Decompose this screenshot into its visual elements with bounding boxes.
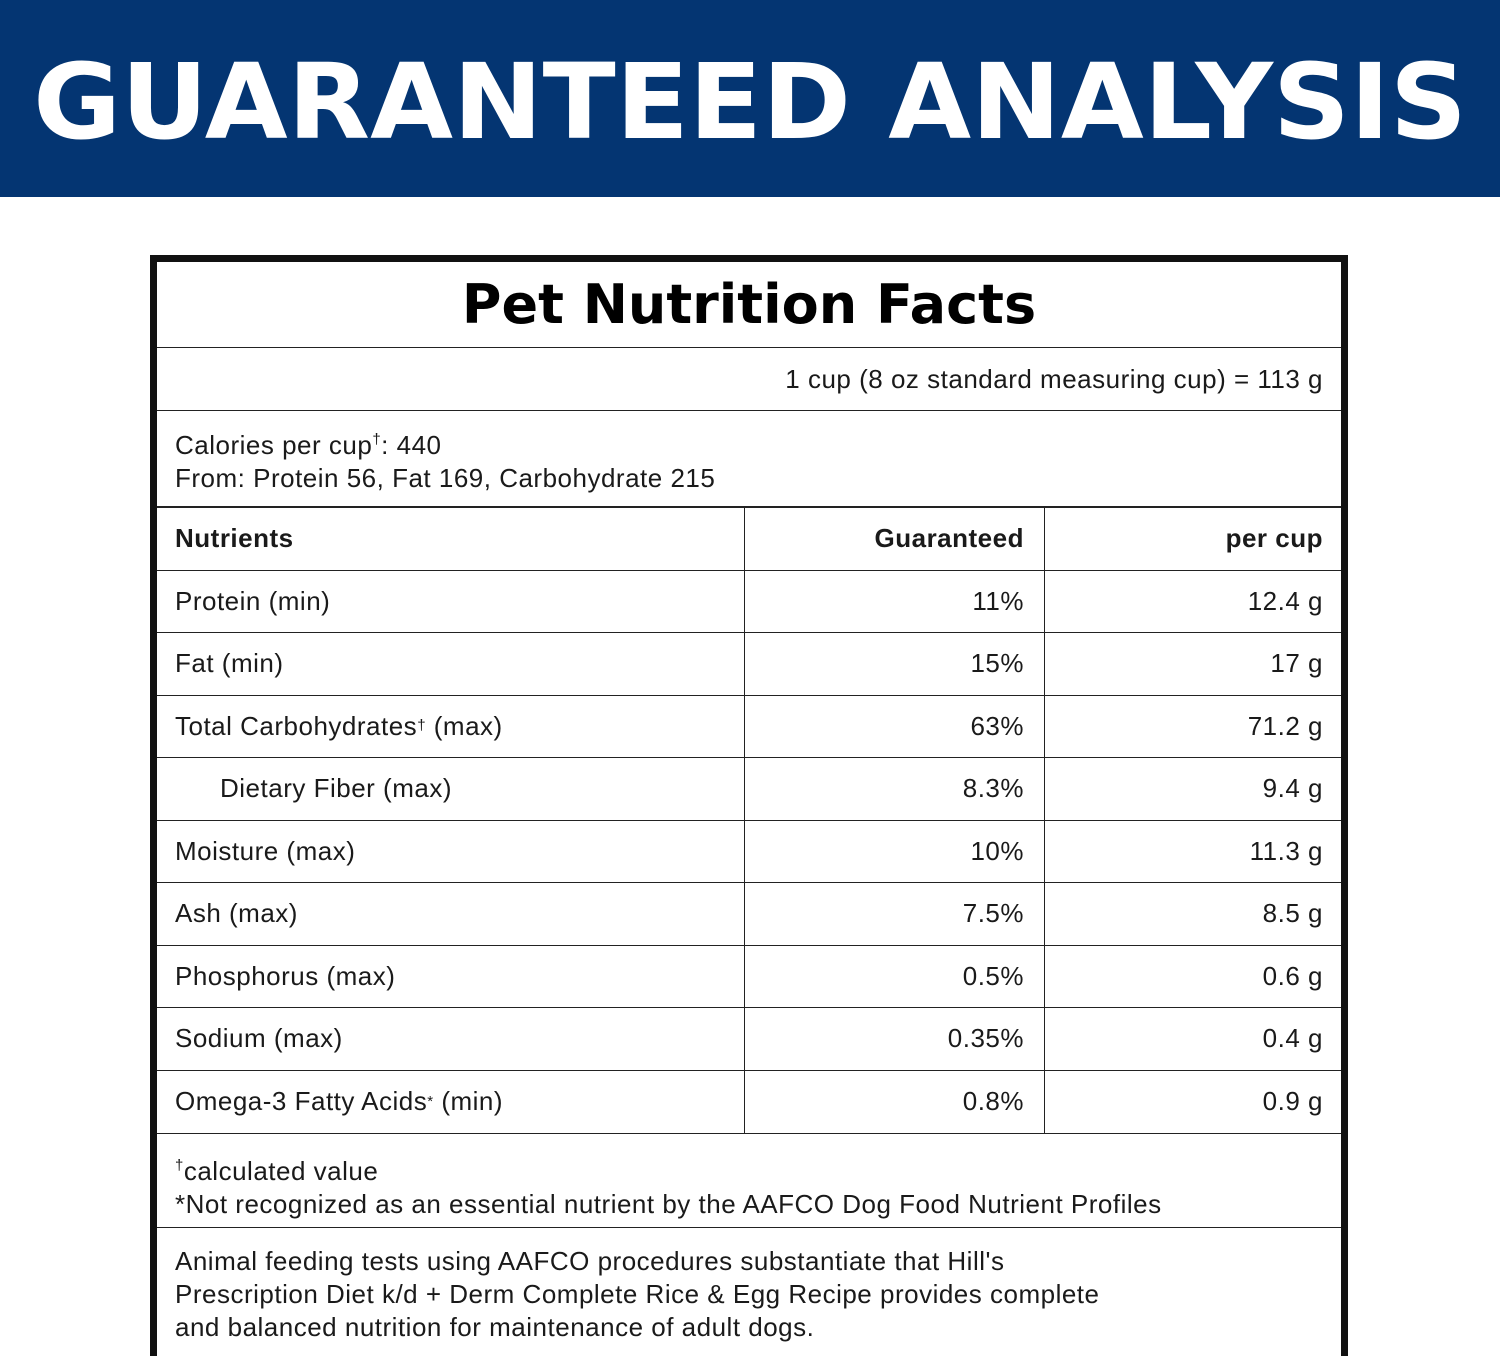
guaranteed-value: 0.5% — [745, 945, 1045, 1007]
aafco-statement: Animal feeding tests using AAFCO procedu… — [157, 1228, 1341, 1356]
nutrient-name: Sodium (max) — [157, 1008, 745, 1070]
nutrient-label: Omega-3 Fatty Acids — [175, 1086, 428, 1116]
calories-label: Calories per cup — [175, 430, 373, 460]
per-cup-value: 0.6 g — [1262, 960, 1323, 991]
table-row: Phosphorus (max) 0.5% 0.6 g — [157, 945, 1341, 1008]
nutrition-facts-panel: Pet Nutrition Facts 1 cup (8 oz standard… — [150, 255, 1348, 1356]
calories-value: : 440 — [381, 430, 442, 460]
nutrient-label: Sodium (max) — [175, 1023, 343, 1054]
guaranteed-value: 8.3% — [745, 758, 1045, 820]
nutrient-name: Omega-3 Fatty Acids * (min) — [157, 1070, 745, 1133]
calories-from: From: Protein 56, Fat 169, Carbohydrate … — [175, 463, 716, 493]
guaranteed-value: 0.8% — [745, 1070, 1045, 1133]
nutrient-name: Protein (min) — [157, 570, 745, 632]
table-row: Moisture (max) 10% 11.3 g — [157, 820, 1341, 883]
nutrient-label: Phosphorus (max) — [175, 960, 396, 991]
guaranteed-value: 10% — [745, 820, 1045, 882]
footnote-calculated-text: calculated value — [183, 1156, 379, 1186]
nutrient-qualifier: (min) — [433, 1086, 504, 1116]
calories-dagger: † — [372, 431, 382, 448]
per-cup-value: 71.2 g — [1247, 710, 1323, 741]
table-row: Omega-3 Fatty Acids * (min) 0.8% 0.9 g — [157, 1070, 1341, 1134]
per-cup-value: 17 g — [1270, 648, 1323, 679]
header-nutrients: Nutrients — [157, 508, 745, 570]
per-cup-value: 11.3 g — [1249, 835, 1323, 866]
nutrient-name: Total Carbohydrates † (max) — [157, 695, 745, 757]
footnotes: †calculated value *Not recognized as an … — [157, 1140, 1341, 1228]
calories-block: Calories per cup†: 440 From: Protein 56,… — [157, 411, 1341, 508]
header-per-cup: per cup — [1225, 523, 1323, 554]
calories-line: Calories per cup†: 440 — [175, 429, 1341, 462]
page-title: GUARANTEED ANALYSIS — [33, 40, 1467, 163]
table-row: Dietary Fiber (max) 8.3% 9.4 g — [157, 758, 1341, 821]
nutrient-name: Dietary Fiber (max) — [157, 758, 745, 820]
footnote-dagger: † — [175, 1157, 184, 1174]
table-row: Protein (min) 11% 12.4 g — [157, 570, 1341, 633]
header-guaranteed: Guaranteed — [745, 508, 1045, 570]
guaranteed-value: 11% — [745, 570, 1045, 632]
nutrient-label: Ash (max) — [175, 898, 298, 929]
facts-title: Pet Nutrition Facts — [157, 262, 1341, 348]
table-row: Fat (min) 15% 17 g — [157, 633, 1341, 696]
statement-line: Prescription Diet k/d + Derm Complete Ri… — [175, 1279, 1100, 1309]
nutrient-label: Protein (min) — [175, 585, 331, 616]
table-header-row: Nutrients Guaranteed per cup — [157, 508, 1341, 571]
per-cup-value: 12.4 g — [1247, 585, 1323, 616]
footnote-calculated: †calculated value — [175, 1155, 1341, 1188]
nutrient-label: Moisture (max) — [175, 835, 356, 866]
per-cup-value: 0.9 g — [1262, 1086, 1323, 1116]
header-banner: GUARANTEED ANALYSIS — [0, 0, 1500, 197]
guaranteed-value: 0.35% — [745, 1008, 1045, 1070]
nutrient-qualifier: (max) — [426, 710, 503, 741]
per-cup-value: 9.4 g — [1262, 773, 1323, 804]
statement-line: and balanced nutrition for maintenance o… — [175, 1312, 815, 1342]
nutrient-name: Moisture (max) — [157, 820, 745, 882]
footnote-aafco: *Not recognized as an essential nutrient… — [175, 1189, 1162, 1219]
table-row: Total Carbohydrates † (max) 63% 71.2 g — [157, 695, 1341, 758]
serving-size: 1 cup (8 oz standard measuring cup) = 11… — [157, 348, 1341, 411]
guaranteed-value: 7.5% — [745, 883, 1045, 945]
nutrient-name: Ash (max) — [157, 883, 745, 945]
nutrient-label: Dietary Fiber (max) — [220, 773, 452, 804]
nutrient-name: Phosphorus (max) — [157, 945, 745, 1007]
per-cup-value: 8.5 g — [1262, 898, 1323, 929]
guaranteed-value: 15% — [745, 633, 1045, 695]
per-cup-value: 0.4 g — [1262, 1023, 1323, 1054]
nutrient-name: Fat (min) — [157, 633, 745, 695]
guaranteed-value: 63% — [745, 695, 1045, 757]
table-row: Ash (max) 7.5% 8.5 g — [157, 883, 1341, 946]
nutrient-label: Total Carbohydrates — [175, 710, 418, 741]
table-row: Sodium (max) 0.35% 0.4 g — [157, 1008, 1341, 1071]
statement-line: Animal feeding tests using AAFCO procedu… — [175, 1246, 1005, 1276]
nutrient-label: Fat (min) — [175, 648, 284, 679]
